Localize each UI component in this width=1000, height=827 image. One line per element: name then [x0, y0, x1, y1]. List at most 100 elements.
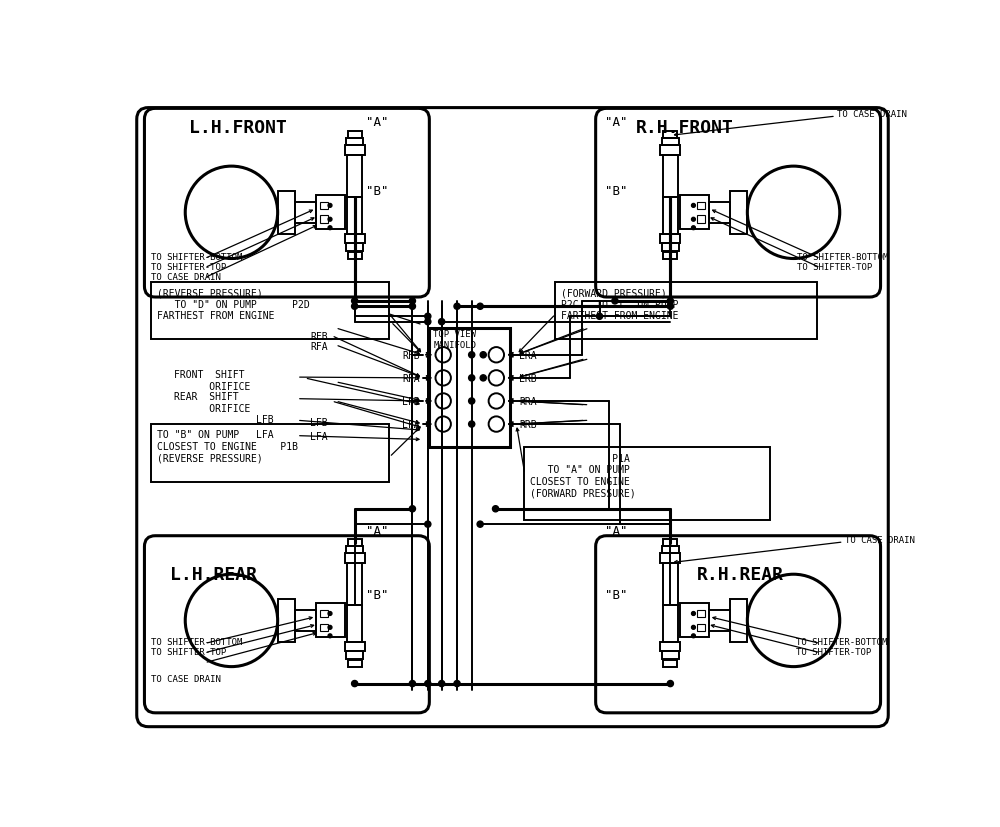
Circle shape [328, 634, 332, 638]
Bar [663, 563, 678, 605]
Bar [320, 624, 328, 632]
Text: "B": "B" [605, 589, 627, 601]
Bar [346, 546, 363, 554]
Circle shape [328, 204, 332, 208]
Bar [663, 539, 677, 546]
Bar [662, 138, 679, 146]
Bar [697, 203, 705, 210]
Bar [151, 282, 389, 340]
Text: LFB: LFB [310, 418, 328, 428]
Bar [345, 146, 365, 155]
Bar [347, 198, 362, 235]
Text: TO SHIFTER-BOTTOM: TO SHIFTER-BOTTOM [151, 637, 242, 646]
Bar [320, 216, 328, 224]
Bar [345, 235, 365, 244]
Circle shape [477, 304, 483, 310]
Circle shape [454, 681, 460, 686]
Bar [730, 192, 747, 235]
Bar [316, 196, 345, 230]
Circle shape [692, 634, 695, 638]
Text: RRB: RRB [519, 419, 537, 429]
Circle shape [480, 375, 486, 381]
Bar [346, 138, 363, 146]
Bar [151, 424, 389, 482]
Circle shape [667, 304, 673, 310]
Bar [662, 652, 679, 659]
Circle shape [489, 417, 504, 433]
Circle shape [692, 227, 695, 231]
Text: LFA: LFA [256, 429, 274, 439]
Circle shape [436, 417, 451, 433]
Text: RFA: RFA [402, 374, 420, 384]
Bar [663, 131, 677, 138]
Bar [320, 609, 328, 618]
Text: TO SHIFTER-TOP: TO SHIFTER-TOP [151, 647, 226, 656]
Text: TO SHIFTER-BOTTOM: TO SHIFTER-BOTTOM [151, 252, 242, 261]
Circle shape [492, 506, 499, 512]
Bar [680, 196, 709, 230]
Text: (FORWARD PRESSURE)
P2C   TO "C" ON PUMP
FARTHEST FROM ENGINE: (FORWARD PRESSURE) P2C TO "C" ON PUMP FA… [561, 288, 679, 321]
Circle shape [596, 313, 603, 320]
Text: TO CASE DRAIN: TO CASE DRAIN [837, 110, 907, 119]
Bar [348, 660, 362, 667]
Text: RFB: RFB [310, 331, 328, 341]
Circle shape [454, 304, 460, 310]
Bar [697, 609, 705, 618]
Circle shape [328, 626, 332, 629]
Circle shape [352, 681, 358, 686]
Circle shape [469, 352, 475, 358]
Text: REAR  SHIFT
      ORIFICE: REAR SHIFT ORIFICE [174, 391, 250, 413]
Circle shape [436, 347, 451, 363]
Bar [346, 652, 363, 659]
Bar [663, 155, 678, 198]
Text: LRA: LRA [519, 351, 537, 361]
Bar [278, 599, 295, 643]
Bar [295, 609, 316, 632]
Bar [429, 328, 510, 447]
Circle shape [667, 681, 673, 686]
Text: TOP VIEW
MANIFOLD: TOP VIEW MANIFOLD [433, 330, 476, 349]
Text: RFA: RFA [310, 341, 328, 351]
Circle shape [185, 575, 278, 667]
Bar [680, 604, 709, 638]
Bar [730, 599, 747, 643]
Text: "A": "A" [605, 524, 627, 538]
Circle shape [489, 347, 504, 363]
Bar [660, 235, 680, 244]
Circle shape [425, 319, 431, 325]
Text: RFB: RFB [402, 351, 420, 361]
Circle shape [409, 506, 415, 512]
Text: RRA: RRA [519, 396, 537, 407]
Bar [295, 203, 316, 224]
Bar [348, 131, 362, 138]
Text: L.H.FRONT: L.H.FRONT [189, 118, 287, 136]
Circle shape [352, 304, 358, 310]
Text: "A": "A" [366, 116, 389, 128]
Text: "A": "A" [366, 524, 389, 538]
Text: TO SHIFTER-BOTTOM: TO SHIFTER-BOTTOM [796, 637, 887, 646]
Bar [660, 554, 680, 563]
Bar [663, 252, 677, 259]
Circle shape [439, 681, 445, 686]
Bar [524, 447, 770, 521]
Bar [347, 155, 362, 198]
Text: TO "B" ON PUMP
CLOSEST TO ENGINE    P1B
(REVERSE PRESSURE): TO "B" ON PUMP CLOSEST TO ENGINE P1B (RE… [157, 430, 298, 463]
Text: (REVERSE PRESSURE)
   TO "D" ON PUMP      P2D
FARTHEST FROM ENGINE: (REVERSE PRESSURE) TO "D" ON PUMP P2D FA… [157, 288, 310, 321]
Text: TO SHIFTER-BOTTOM: TO SHIFTER-BOTTOM [797, 252, 889, 261]
Circle shape [747, 575, 840, 667]
Text: TO CASE DRAIN: TO CASE DRAIN [845, 535, 915, 544]
Bar [316, 604, 345, 638]
Bar [345, 554, 365, 563]
Circle shape [328, 227, 332, 231]
Text: LFB: LFB [256, 414, 274, 424]
Bar [660, 146, 680, 155]
Circle shape [469, 375, 475, 381]
Text: TO SHIFTER-TOP: TO SHIFTER-TOP [151, 262, 226, 271]
Circle shape [480, 352, 486, 358]
Circle shape [328, 612, 332, 615]
Bar [709, 203, 730, 224]
Text: TO SHIFTER-TOP: TO SHIFTER-TOP [797, 262, 873, 271]
Circle shape [425, 313, 431, 320]
Bar [663, 198, 678, 235]
Circle shape [469, 422, 475, 428]
